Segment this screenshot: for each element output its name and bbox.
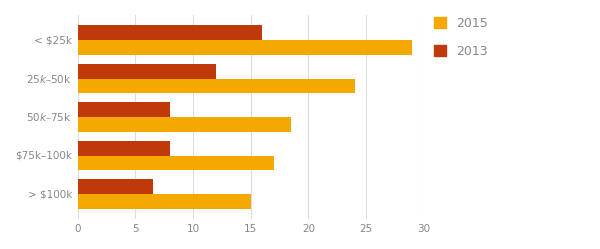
Bar [77,180,152,194]
Legend: 2015, 2013: 2015, 2013 [434,17,488,58]
Bar [77,141,170,156]
Bar [77,102,170,117]
Bar [77,78,355,93]
Bar [77,156,274,170]
Bar [77,40,412,55]
Bar [77,64,216,78]
Bar [77,25,262,40]
Bar [77,194,251,209]
Bar [77,117,291,132]
